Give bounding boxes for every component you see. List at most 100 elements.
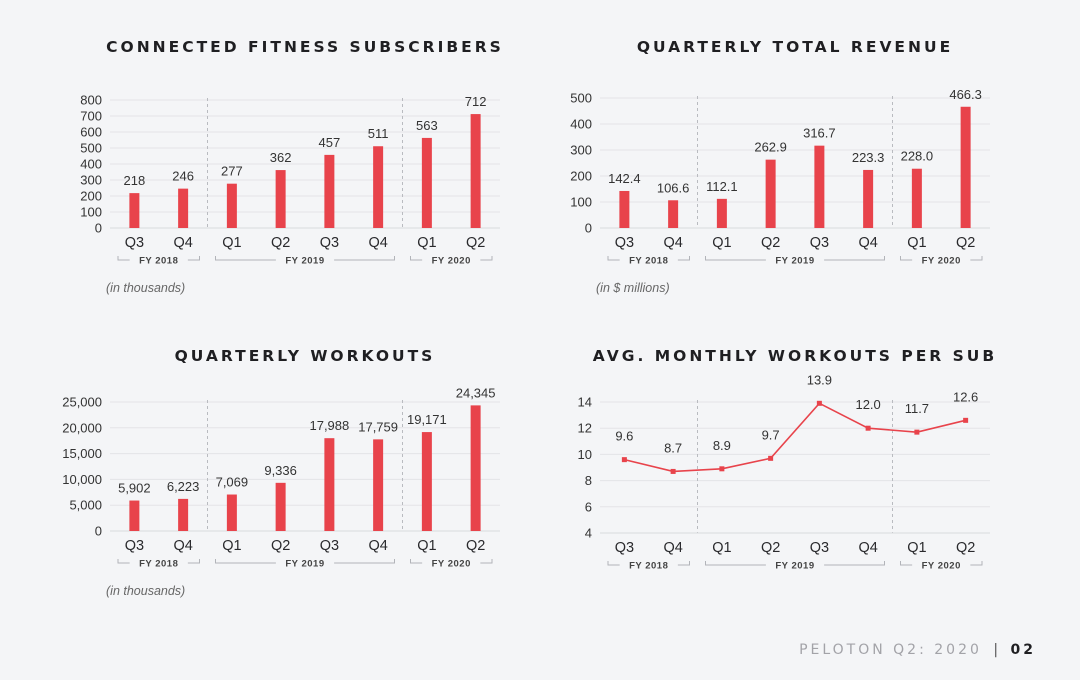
fiscal-year-bracket xyxy=(607,561,620,566)
fiscal-year-bracket xyxy=(117,559,130,564)
bar xyxy=(226,494,237,531)
data-label: 142.4 xyxy=(608,171,641,186)
y-tick-label: 20,000 xyxy=(62,420,102,435)
data-label: 457 xyxy=(319,135,341,150)
data-label: 19,171 xyxy=(407,412,447,427)
fiscal-year-bracket xyxy=(970,561,983,566)
bar xyxy=(716,198,727,228)
chart-title-subscribers: CONNECTED FITNESS SUBSCRIBERS xyxy=(106,38,504,56)
x-tick-label: Q4 xyxy=(173,538,192,554)
bar xyxy=(960,106,971,228)
footer-brand: PELOTON Q2: 2020 xyxy=(799,642,982,658)
fiscal-year-label: FY 2018 xyxy=(629,561,668,572)
fiscal-year-bracket xyxy=(480,256,493,261)
data-label: 9.6 xyxy=(615,429,633,444)
y-tick-label: 800 xyxy=(80,93,102,108)
bar xyxy=(668,200,679,228)
fiscal-year-label: FY 2020 xyxy=(432,256,471,267)
fiscal-year-bracket xyxy=(824,561,885,566)
y-tick-label: 25,000 xyxy=(62,395,102,410)
data-label: 106.6 xyxy=(657,180,690,195)
x-tick-label: Q4 xyxy=(173,235,192,251)
fiscal-year-label: FY 2020 xyxy=(432,559,471,570)
y-tick-label: 300 xyxy=(80,173,102,188)
bar xyxy=(178,498,189,531)
data-label: 5,902 xyxy=(118,481,151,496)
data-point xyxy=(963,417,969,423)
x-tick-label: Q4 xyxy=(858,540,877,556)
data-label: 316.7 xyxy=(803,126,836,141)
data-label: 9.7 xyxy=(762,427,780,442)
data-point xyxy=(768,455,774,461)
y-tick-label: 5,000 xyxy=(69,498,102,513)
x-tick-label: Q3 xyxy=(320,235,339,251)
bar xyxy=(421,137,432,228)
fiscal-year-bracket xyxy=(705,561,766,566)
x-tick-label: Q3 xyxy=(810,540,829,556)
chart-note-revenue: (in $ millions) xyxy=(596,281,670,295)
x-tick-label: Q1 xyxy=(417,538,436,554)
bar xyxy=(619,190,630,228)
x-tick-label: Q1 xyxy=(907,540,926,556)
data-label: 277 xyxy=(221,164,243,179)
data-label: 511 xyxy=(368,126,389,141)
data-point xyxy=(865,425,871,431)
data-label: 6,223 xyxy=(167,479,200,494)
data-label: 246 xyxy=(172,169,194,184)
bar xyxy=(373,439,384,531)
fiscal-year-bracket xyxy=(677,561,690,566)
bar xyxy=(765,159,776,228)
x-tick-label: Q1 xyxy=(712,540,731,556)
y-tick-label: 12 xyxy=(578,421,592,436)
chart-title-revenue: QUARTERLY TOTAL REVENUE xyxy=(636,38,954,56)
y-tick-label: 300 xyxy=(570,143,592,158)
y-tick-label: 500 xyxy=(80,141,102,156)
data-label: 8.7 xyxy=(664,440,682,455)
data-label: 466.3 xyxy=(949,87,982,102)
bar xyxy=(373,146,384,228)
y-tick-label: 10 xyxy=(578,447,592,462)
x-tick-label: Q2 xyxy=(271,235,290,251)
y-tick-label: 100 xyxy=(80,205,102,220)
x-tick-label: Q2 xyxy=(466,538,485,554)
bar xyxy=(129,500,140,531)
y-tick-label: 0 xyxy=(95,524,102,539)
data-label: 17,988 xyxy=(309,418,349,433)
y-tick-label: 400 xyxy=(570,117,592,132)
fiscal-year-bracket xyxy=(480,559,493,564)
x-tick-label: Q3 xyxy=(615,540,634,556)
y-tick-label: 6 xyxy=(585,499,592,514)
data-point xyxy=(719,466,725,472)
y-tick-label: 600 xyxy=(80,125,102,140)
data-point xyxy=(914,429,920,435)
data-label: 12.0 xyxy=(855,397,880,412)
fiscal-year-label: FY 2020 xyxy=(922,256,961,267)
chart-note-subscribers: (in thousands) xyxy=(106,281,186,295)
y-tick-label: 4 xyxy=(585,526,592,541)
data-point xyxy=(670,468,676,474)
data-label: 563 xyxy=(416,118,438,133)
y-tick-label: 200 xyxy=(570,169,592,184)
data-label: 17,759 xyxy=(358,419,398,434)
data-label: 362 xyxy=(270,150,292,165)
fiscal-year-label: FY 2019 xyxy=(285,559,324,570)
data-label: 13.9 xyxy=(807,372,832,387)
fiscal-year-bracket xyxy=(334,256,395,261)
data-label: 12.6 xyxy=(953,389,978,404)
x-tick-label: Q2 xyxy=(956,540,975,556)
x-tick-label: Q1 xyxy=(907,235,926,251)
footer-separator: | xyxy=(993,642,1002,658)
bar xyxy=(421,432,432,531)
data-label: 228.0 xyxy=(901,149,934,164)
x-tick-label: Q2 xyxy=(466,235,485,251)
fiscal-year-bracket xyxy=(410,559,423,564)
fiscal-year-bracket xyxy=(900,256,913,261)
x-tick-label: Q3 xyxy=(125,235,144,251)
fiscal-year-bracket xyxy=(677,256,690,261)
bar xyxy=(129,193,140,228)
data-label: 223.3 xyxy=(852,150,885,165)
fiscal-year-label: FY 2019 xyxy=(775,561,814,572)
